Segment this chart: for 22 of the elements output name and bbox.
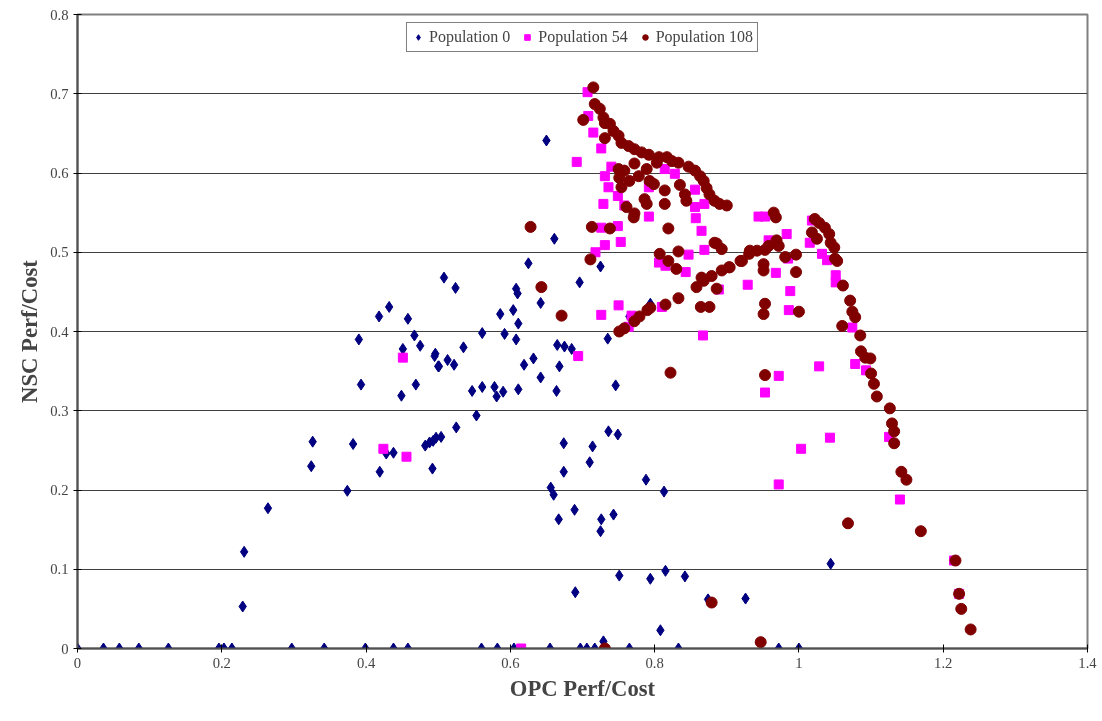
- x-tick-label: 1: [795, 654, 803, 671]
- x-tick-label: 1.2: [934, 654, 953, 671]
- y-tick-label: 0.2: [50, 482, 69, 498]
- y-tick-label: 0.4: [50, 323, 70, 340]
- y-tick-label: 0.7: [50, 85, 69, 102]
- y-tick-label: 0.6: [50, 165, 69, 181]
- legend-label: Population 0: [428, 28, 511, 46]
- y-tick-label: 0.5: [50, 244, 69, 261]
- x-tick-label: 0: [73, 654, 82, 671]
- legend-label: Population 54: [538, 28, 628, 46]
- y-tick-label: 0.8: [50, 6, 69, 23]
- x-tick-label: 0.8: [645, 654, 664, 671]
- x-tick-label: 0.6: [501, 654, 520, 671]
- legend-label: Population 108: [655, 28, 754, 46]
- x-tick-label: 1.4: [1078, 654, 1098, 671]
- x-tick-label: 0.2: [212, 654, 231, 671]
- y-tick-label: 0: [61, 640, 69, 657]
- y-tick-label: 0.3: [50, 402, 69, 419]
- y-axis-title: NSC Perf/Cost: [17, 259, 43, 403]
- x-tick-label: 0.4: [356, 654, 376, 671]
- y-tick-label: 0.1: [50, 561, 69, 578]
- x-axis-title: OPC Perf/Cost: [509, 675, 656, 701]
